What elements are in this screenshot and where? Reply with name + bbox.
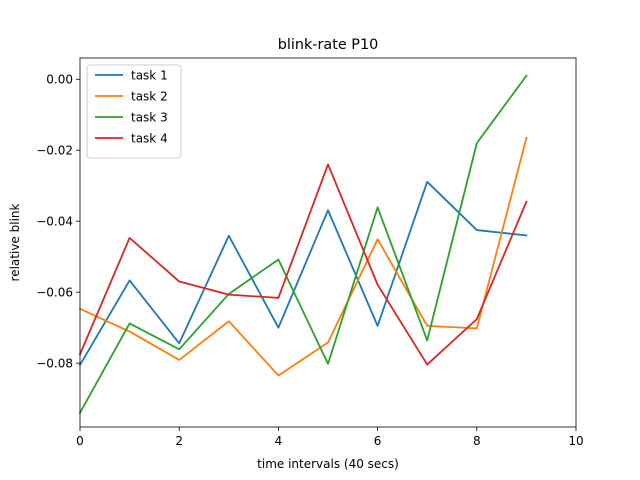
x-tick-label: 6 (374, 434, 382, 448)
x-tick-label: 8 (473, 434, 481, 448)
legend: task 1 task 2 task 3 task 4 (86, 64, 182, 159)
y-tick-label: −0.02 (36, 144, 73, 158)
chart-title: blink-rate P10 (278, 37, 379, 53)
legend-label: task 2 (131, 89, 168, 103)
y-axis-ticks: 0.00 −0.02 −0.04 −0.06 −0.08 (36, 73, 80, 370)
plot-lines (78, 74, 528, 415)
x-axis-label: time intervals (40 secs) (257, 457, 399, 471)
legend-label: task 3 (131, 110, 168, 124)
x-tick-label: 0 (76, 434, 84, 448)
y-tick-label: 0.00 (46, 73, 73, 87)
plot-frame (79, 57, 577, 428)
series-line-task-1 (78, 180, 528, 367)
legend-box (86, 64, 182, 159)
y-axis-label: relative blink (8, 203, 22, 281)
y-tick-label: −0.06 (36, 285, 73, 299)
legend-label: task 1 (131, 68, 168, 82)
x-tick-label: 2 (175, 434, 183, 448)
series-line-task-2 (78, 136, 528, 377)
x-tick-label: 4 (275, 434, 283, 448)
series-line-task-4 (78, 163, 528, 366)
series-line-task-3 (78, 74, 528, 415)
legend-label: task 4 (131, 131, 168, 145)
y-tick-label: −0.04 (36, 215, 73, 229)
x-axis-ticks: 0 2 4 6 8 10 (76, 427, 584, 448)
x-tick-label: 10 (568, 434, 583, 448)
y-tick-label: −0.08 (36, 356, 73, 370)
